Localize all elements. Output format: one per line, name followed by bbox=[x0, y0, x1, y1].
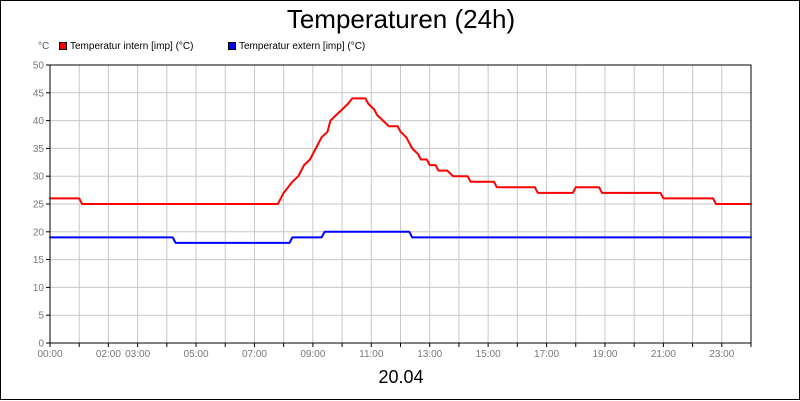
legend-label-intern: Temperatur intern [imp] (°C) bbox=[70, 40, 194, 52]
x-tick-label: 17:00 bbox=[534, 349, 559, 360]
y-tick-label: 15 bbox=[33, 255, 45, 266]
legend-swatch-intern bbox=[59, 42, 67, 50]
x-axis-label: 20.04 bbox=[378, 367, 424, 387]
legend-swatch-extern bbox=[228, 42, 236, 50]
chart-title: Temperaturen (24h) bbox=[286, 4, 516, 34]
x-tick-label: 13:00 bbox=[417, 349, 442, 360]
legend-item-extern: Temperatur extern [imp] (°C) bbox=[228, 39, 365, 53]
y-tick-label: 5 bbox=[38, 311, 44, 322]
series-line-intern bbox=[49, 97, 752, 205]
x-tick-label: 07:00 bbox=[242, 349, 267, 360]
y-tick-label: 0 bbox=[38, 339, 44, 350]
y-tick-label: 45 bbox=[33, 88, 45, 99]
x-tick-label: 02:00 bbox=[96, 349, 121, 360]
y-tick-label: 30 bbox=[33, 172, 45, 183]
legend-label-extern: Temperatur extern [imp] (°C) bbox=[239, 40, 366, 52]
legend-item-intern: Temperatur intern [imp] (°C) bbox=[59, 39, 193, 53]
y-axis-unit: °C bbox=[38, 41, 50, 52]
y-tick-label: 20 bbox=[33, 227, 45, 238]
x-tick-label: 03:00 bbox=[125, 349, 150, 360]
x-tick-label: 21:00 bbox=[651, 349, 676, 360]
plot-border bbox=[49, 64, 752, 344]
x-tick-label: 11:00 bbox=[359, 349, 384, 360]
y-tick-label: 10 bbox=[33, 283, 45, 294]
y-tick-label: 50 bbox=[33, 61, 45, 72]
y-tick-label: 35 bbox=[33, 144, 45, 155]
y-tick-label: 25 bbox=[33, 200, 45, 211]
x-tick-label: 19:00 bbox=[592, 349, 617, 360]
x-tick-label: 23:00 bbox=[709, 349, 734, 360]
x-tick-label: 05:00 bbox=[184, 349, 209, 360]
x-tick-label: 00:00 bbox=[37, 349, 62, 360]
x-tick-label: 15:00 bbox=[476, 349, 501, 360]
y-tick-label: 40 bbox=[33, 116, 45, 127]
x-tick-label: 09:00 bbox=[300, 349, 325, 360]
series-line-extern bbox=[49, 230, 752, 244]
